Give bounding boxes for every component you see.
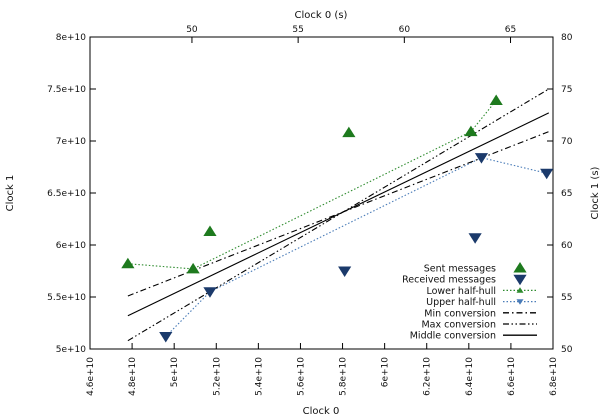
point-sent-messages — [464, 125, 478, 137]
point-received-messages — [468, 233, 482, 244]
series-line-max-conversion — [127, 88, 550, 342]
y-tick-label: 6e+10 — [56, 241, 87, 251]
y2-tick-label: 65 — [561, 189, 572, 199]
x-tick-label: 5.2e+10 — [212, 357, 222, 396]
point-received-messages — [203, 287, 217, 298]
series-line-middle-conversion — [127, 112, 550, 317]
y2-tick-label: 80 — [561, 33, 573, 43]
x-tick-label: 5e+10 — [170, 357, 180, 388]
x-tick-label: 6.6e+10 — [507, 357, 517, 396]
legend-marker-lower-half-hull — [516, 287, 524, 293]
y2-tick-label: 75 — [561, 85, 572, 95]
x-tick-label: 4.6e+10 — [86, 357, 96, 396]
point-sent-messages — [342, 126, 356, 138]
x2-tick-label: 65 — [505, 25, 516, 35]
y-tick-label: 5e+10 — [56, 345, 87, 355]
x2-tick-label: 60 — [399, 25, 411, 35]
y2-tick-label: 60 — [561, 241, 573, 251]
point-received-messages — [338, 266, 352, 277]
point-received-messages — [159, 332, 173, 343]
y2-tick-label: 70 — [561, 137, 573, 147]
y-tick-label: 7e+10 — [56, 137, 87, 147]
y2-tick-label: 55 — [561, 293, 572, 303]
y2-tick-label: 50 — [561, 345, 573, 355]
x-tick-label: 5.8e+10 — [339, 357, 349, 396]
legend-symbol-sent-messages — [513, 262, 527, 273]
x-tick-label: 5.6e+10 — [296, 357, 306, 396]
x-tick-label: 6e+10 — [381, 357, 391, 388]
x-tick-label: 5.4e+10 — [254, 357, 264, 396]
point-sent-messages — [186, 262, 200, 274]
point-received-messages — [540, 168, 554, 180]
series-layer — [121, 88, 554, 343]
legend-label: Sent messages — [424, 264, 496, 275]
point-sent-messages — [121, 257, 135, 269]
legend-label: Upper half-hull — [426, 297, 496, 308]
legend-symbol-received-messages — [513, 274, 527, 286]
x-tick-label: 6.8e+10 — [549, 357, 559, 396]
y-tick-label: 5.5e+10 — [47, 293, 86, 303]
x2-tick-label: 55 — [292, 25, 303, 35]
x2-axis-label: Clock 0 (s) — [295, 10, 348, 21]
series-line-upper-half-hull — [165, 157, 547, 337]
point-sent-messages — [489, 94, 503, 105]
legend-label: Middle conversion — [410, 331, 496, 342]
y-tick-label: 8e+10 — [56, 33, 87, 43]
point-received-messages — [474, 153, 489, 164]
x-tick-label: 6.4e+10 — [465, 357, 475, 396]
y-axis-label: Clock 1 — [5, 175, 16, 212]
legend-label: Min conversion — [424, 308, 496, 319]
ticks-layer: 4.6e+10 4.8e+10 5e+10 5.2e+10 5.4e+10 5.6e+10… — [47, 25, 573, 396]
legend-label: Received messages — [402, 275, 496, 286]
y2-axis-label: Clock 1 (s) — [590, 166, 601, 219]
legend-label: Max conversion — [421, 320, 496, 331]
legend-marker-upper-half-hull — [516, 299, 524, 305]
y-tick-label: 6.5e+10 — [47, 189, 86, 199]
x-tick-label: 4.8e+10 — [128, 357, 138, 396]
series-line-lower-half-hull — [127, 100, 497, 270]
x-tick-label: 6.2e+10 — [423, 357, 433, 396]
point-sent-messages — [203, 225, 217, 236]
x-axis-label: Clock 0 — [303, 406, 340, 417]
x2-tick-label: 50 — [186, 25, 198, 35]
legend-label: Lower half-hull — [426, 286, 496, 297]
y-tick-label: 7.5e+10 — [47, 85, 86, 95]
